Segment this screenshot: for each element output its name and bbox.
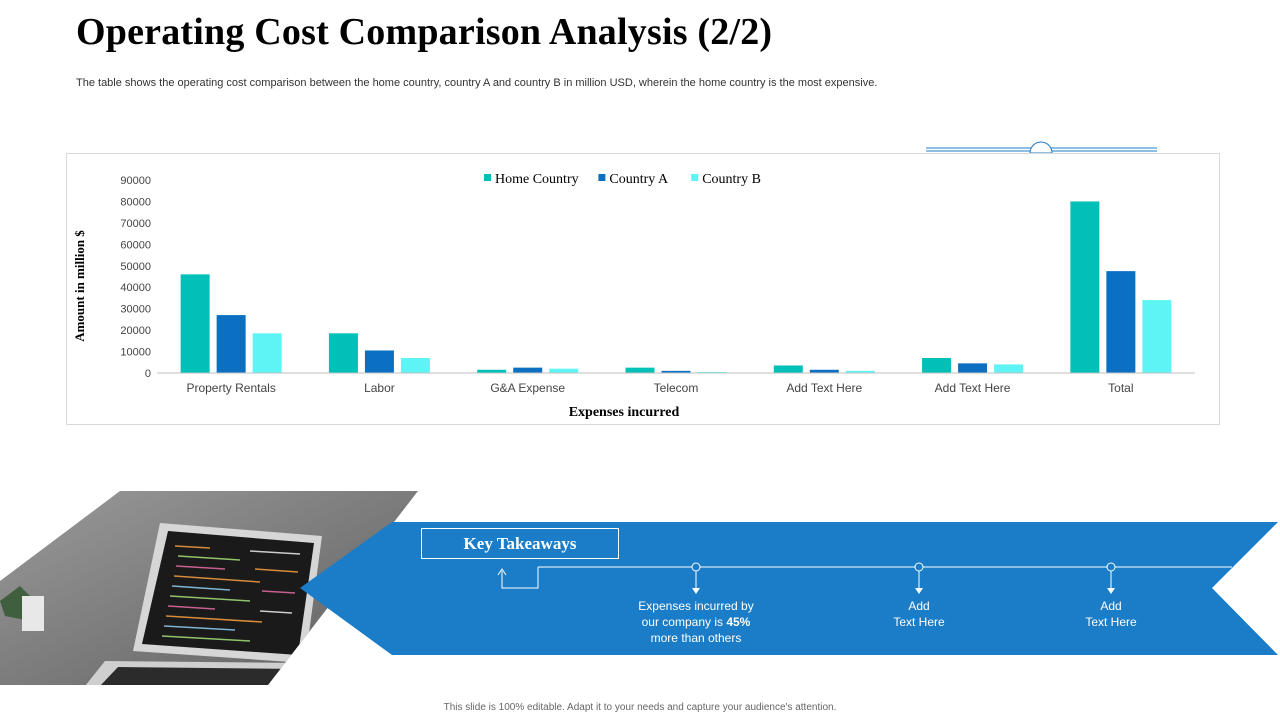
takeaway-marker-3 [1106, 562, 1116, 594]
y-tick-label: 50000 [120, 261, 151, 273]
slide-footer: This slide is 100% editable. Adapt it to… [443, 702, 837, 713]
takeaway-item-2: Add Text Here [829, 598, 1009, 630]
bar [661, 370, 691, 373]
slide-subtitle: The table shows the operating cost compa… [76, 77, 878, 89]
bar [922, 357, 952, 373]
takeaway-item-3: Add Text Here [1021, 598, 1201, 630]
key-takeaways-heading: Key Takeaways [421, 528, 619, 559]
x-tick-label: Telecom [654, 381, 699, 395]
legend-label: Country B [702, 172, 761, 187]
bar [958, 363, 988, 373]
y-tick-label: 40000 [120, 282, 151, 294]
bar [697, 371, 727, 373]
bar [400, 357, 430, 373]
takeaway-item-2-line1: Add [908, 599, 930, 613]
legend-label: Country A [609, 172, 669, 187]
chart-legend: Home Country Country A Country B [484, 172, 761, 187]
chart-frame: Home Country Country A Country B 0 10000 200… [66, 153, 1220, 425]
bar [994, 364, 1024, 373]
bar [216, 315, 246, 373]
takeaway-marker-1 [691, 562, 701, 594]
takeaway-item-1-line1: Expenses incurred by [638, 599, 754, 613]
y-tick-label: 0 [145, 368, 151, 380]
x-axis-label: Expenses incurred [569, 405, 680, 420]
takeaway-item-1-line3: more than others [650, 631, 742, 645]
y-tick-label: 90000 [120, 175, 151, 187]
takeaway-marker-2 [914, 562, 924, 594]
bars-group [180, 201, 1172, 373]
bar [1106, 271, 1136, 373]
takeaway-item-1-line2: our company is 45% [641, 615, 751, 629]
bar [845, 370, 875, 373]
y-tick-label: 20000 [120, 325, 151, 337]
x-tick-label: Total [1108, 381, 1133, 395]
bar [328, 333, 358, 373]
legend-swatch [484, 174, 491, 181]
x-tick-label: Labor [364, 381, 395, 395]
x-tick-label: Add Text Here [786, 381, 862, 395]
y-axis-label: Amount in million $ [72, 230, 87, 342]
bar [549, 368, 579, 373]
y-tick-label: 10000 [120, 347, 151, 359]
takeaway-item-3-line1: Add [1100, 599, 1122, 613]
bar [625, 367, 655, 373]
x-tick-label: Property Rentals [186, 381, 275, 395]
bar [773, 365, 803, 373]
bar [1142, 300, 1172, 373]
slide-title: Operating Cost Comparison Analysis (2/2) [76, 11, 773, 53]
takeaway-highlight: 45% [726, 615, 751, 629]
y-tick-label: 30000 [120, 304, 151, 316]
x-axis: Property Rentals Labor G&A Expense Telecom A… [157, 372, 1195, 395]
y-tick-label: 80000 [120, 196, 151, 208]
legend-swatch [598, 174, 606, 181]
bar-chart: Home Country Country A Country B 0 10000 200… [72, 172, 1195, 420]
legend-swatch [691, 174, 699, 181]
takeaway-item-2-line2: Text Here [893, 615, 945, 629]
laptop-photo [0, 491, 418, 685]
y-tick-label: 70000 [120, 218, 151, 230]
bar [1070, 201, 1100, 373]
x-tick-label: Add Text Here [935, 381, 1011, 395]
bar [477, 369, 507, 373]
bar [180, 274, 210, 373]
bar [252, 333, 282, 373]
x-tick-label: G&A Expense [490, 381, 565, 395]
takeaway-item-1: Expenses incurred by our company is 45% … [606, 598, 786, 646]
legend-label: Home Country [495, 172, 579, 187]
y-tick-label: 60000 [120, 239, 151, 251]
y-axis: 0 10000 20000 30000 40000 50000 60000 70000 8000… [120, 175, 151, 380]
bar [364, 350, 394, 373]
takeaway-item-3-line2: Text Here [1085, 615, 1137, 629]
bar [513, 367, 543, 373]
bar [809, 369, 839, 373]
